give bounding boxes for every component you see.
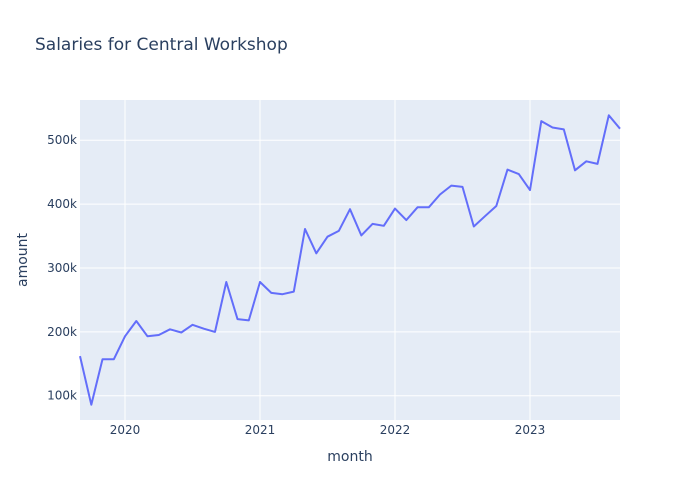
chart-title: Salaries for Central Workshop bbox=[35, 35, 288, 55]
series-layer bbox=[79, 114, 621, 406]
y-tick-label: 500k bbox=[47, 133, 77, 147]
y-gridlines bbox=[80, 139, 620, 397]
x-gridlines bbox=[124, 100, 531, 420]
series-line bbox=[79, 114, 621, 406]
x-tick-labels: 2020 2021 2022 2023 bbox=[110, 423, 546, 437]
y-tick-labels: 100k 200k 300k 400k 500k bbox=[47, 133, 77, 402]
x-tick-label: 2021 bbox=[245, 423, 276, 437]
y-tick-label: 100k bbox=[47, 389, 77, 403]
x-tick-label: 2023 bbox=[515, 423, 546, 437]
y-tick-label: 200k bbox=[47, 325, 77, 339]
x-tick-label: 2022 bbox=[380, 423, 411, 437]
x-tick-label: 2020 bbox=[110, 423, 141, 437]
y-axis-title: amount bbox=[15, 232, 31, 287]
plot-area bbox=[80, 100, 620, 420]
x-axis-title: month bbox=[327, 449, 372, 465]
y-tick-label: 400k bbox=[47, 197, 77, 211]
y-tick-label: 300k bbox=[47, 261, 77, 275]
